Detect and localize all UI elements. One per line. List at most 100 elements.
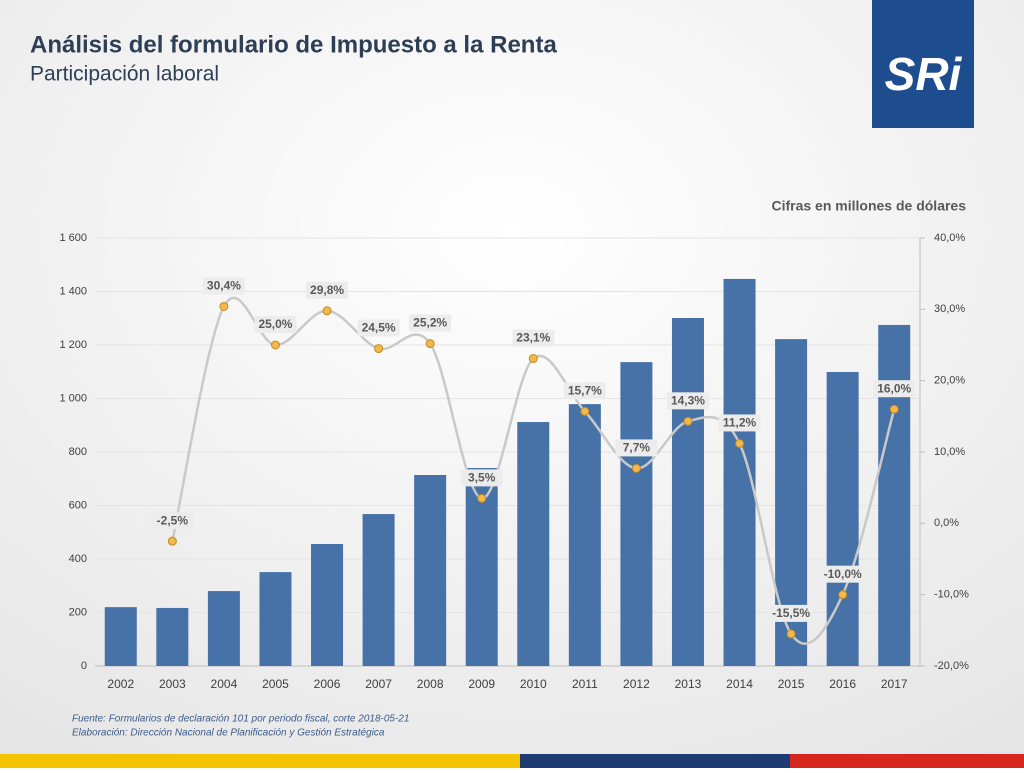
bar <box>723 278 756 666</box>
value-label: -2,5% <box>157 513 189 527</box>
label-box <box>357 319 400 337</box>
x-tick-label: 2015 <box>778 677 805 691</box>
y-tick-label: 1 600 <box>59 232 87 244</box>
bar <box>104 607 137 666</box>
label-box <box>718 414 761 432</box>
point <box>477 493 487 503</box>
label-box <box>202 277 245 295</box>
label-box <box>151 512 194 530</box>
y2-tick-label: 20,0% <box>934 375 965 387</box>
y-tick-label: 1 000 <box>59 392 87 404</box>
y-tick-label: 1 200 <box>59 339 87 351</box>
bar <box>517 422 550 666</box>
x-tick-label: 2003 <box>159 677 186 691</box>
label-box <box>512 329 555 347</box>
logo-box <box>872 0 974 128</box>
label-box <box>615 439 658 457</box>
y-tick-label: 200 <box>69 606 87 618</box>
label-box <box>409 314 452 332</box>
y2-tick-label: -20,0% <box>934 660 969 672</box>
bar <box>259 572 292 666</box>
x-tick-label: 2010 <box>520 677 547 691</box>
x-tick-label: 2016 <box>829 677 856 691</box>
x-tick-label: 2014 <box>726 677 753 691</box>
point <box>270 340 280 350</box>
bar <box>826 372 859 666</box>
x-tick-label: 2007 <box>365 677 392 691</box>
subtitle: Participación laboral <box>30 63 219 86</box>
footer-band <box>520 754 790 768</box>
value-label: 25,0% <box>258 317 292 331</box>
x-tick-label: 2013 <box>675 677 702 691</box>
point <box>580 406 590 416</box>
point <box>838 590 848 600</box>
y2-tick-label: 30,0% <box>934 303 965 315</box>
label-box <box>254 316 297 333</box>
y2-tick-label: 0,0% <box>934 517 959 529</box>
y2-tick-label: -10,0% <box>934 589 969 601</box>
x-tick-label: 2008 <box>417 677 444 691</box>
label-box <box>873 380 916 398</box>
value-label: 3,5% <box>468 471 496 485</box>
point <box>735 438 745 448</box>
bar <box>362 514 395 666</box>
value-label: 30,4% <box>207 279 241 293</box>
bar <box>156 607 189 666</box>
value-label: 11,2% <box>723 416 757 430</box>
label-box <box>770 604 813 622</box>
x-tick-label: 2002 <box>107 677 134 691</box>
value-label: 29,8% <box>310 283 344 297</box>
bar <box>620 362 653 666</box>
x-tick-label: 2005 <box>262 677 289 691</box>
bar <box>414 475 447 666</box>
x-tick-label: 2004 <box>211 677 238 691</box>
bar <box>207 591 240 666</box>
y2-tick-label: 10,0% <box>934 446 965 458</box>
bar <box>671 317 704 666</box>
point <box>786 629 796 639</box>
point <box>425 339 435 349</box>
value-label: 16,0% <box>877 381 911 395</box>
point <box>322 306 332 316</box>
y-tick-label: 1 400 <box>59 285 87 297</box>
point <box>631 463 641 473</box>
value-label: -10,0% <box>824 567 862 581</box>
value-label: 23,1% <box>516 331 550 345</box>
unit-note: Cifras en millones de dólares <box>771 198 966 214</box>
footer-band <box>790 754 1024 768</box>
logo: SRi <box>885 48 963 100</box>
value-label: 24,5% <box>362 321 396 335</box>
bar <box>568 404 601 666</box>
y-tick-label: 600 <box>69 499 87 511</box>
x-tick-label: 2006 <box>314 677 341 691</box>
title: Análisis del formulario de Impuesto a la… <box>30 31 557 58</box>
label-box <box>306 281 349 299</box>
y-tick-label: 0 <box>81 660 87 672</box>
value-label: 25,2% <box>413 316 447 330</box>
point <box>374 344 384 354</box>
label-box <box>821 565 864 583</box>
y2-tick-label: 40,0% <box>934 232 965 244</box>
point <box>219 301 229 311</box>
value-label: 15,7% <box>568 384 602 398</box>
point <box>528 354 538 364</box>
label-box <box>460 469 503 487</box>
point <box>889 404 899 414</box>
y-tick-label: 800 <box>69 446 87 458</box>
label-box <box>563 382 606 400</box>
footer-band <box>0 754 520 768</box>
x-tick-label: 2012 <box>623 677 650 691</box>
point <box>683 416 693 426</box>
point <box>167 536 177 546</box>
x-tick-label: 2017 <box>881 677 908 691</box>
credit: Elaboración: Dirección Nacional de Plani… <box>72 728 385 739</box>
x-tick-label: 2009 <box>468 677 495 691</box>
y-tick-label: 400 <box>69 553 87 565</box>
value-label: 7,7% <box>623 441 651 455</box>
label-box <box>666 392 709 410</box>
value-label: 14,3% <box>671 393 705 407</box>
bar <box>311 544 344 666</box>
